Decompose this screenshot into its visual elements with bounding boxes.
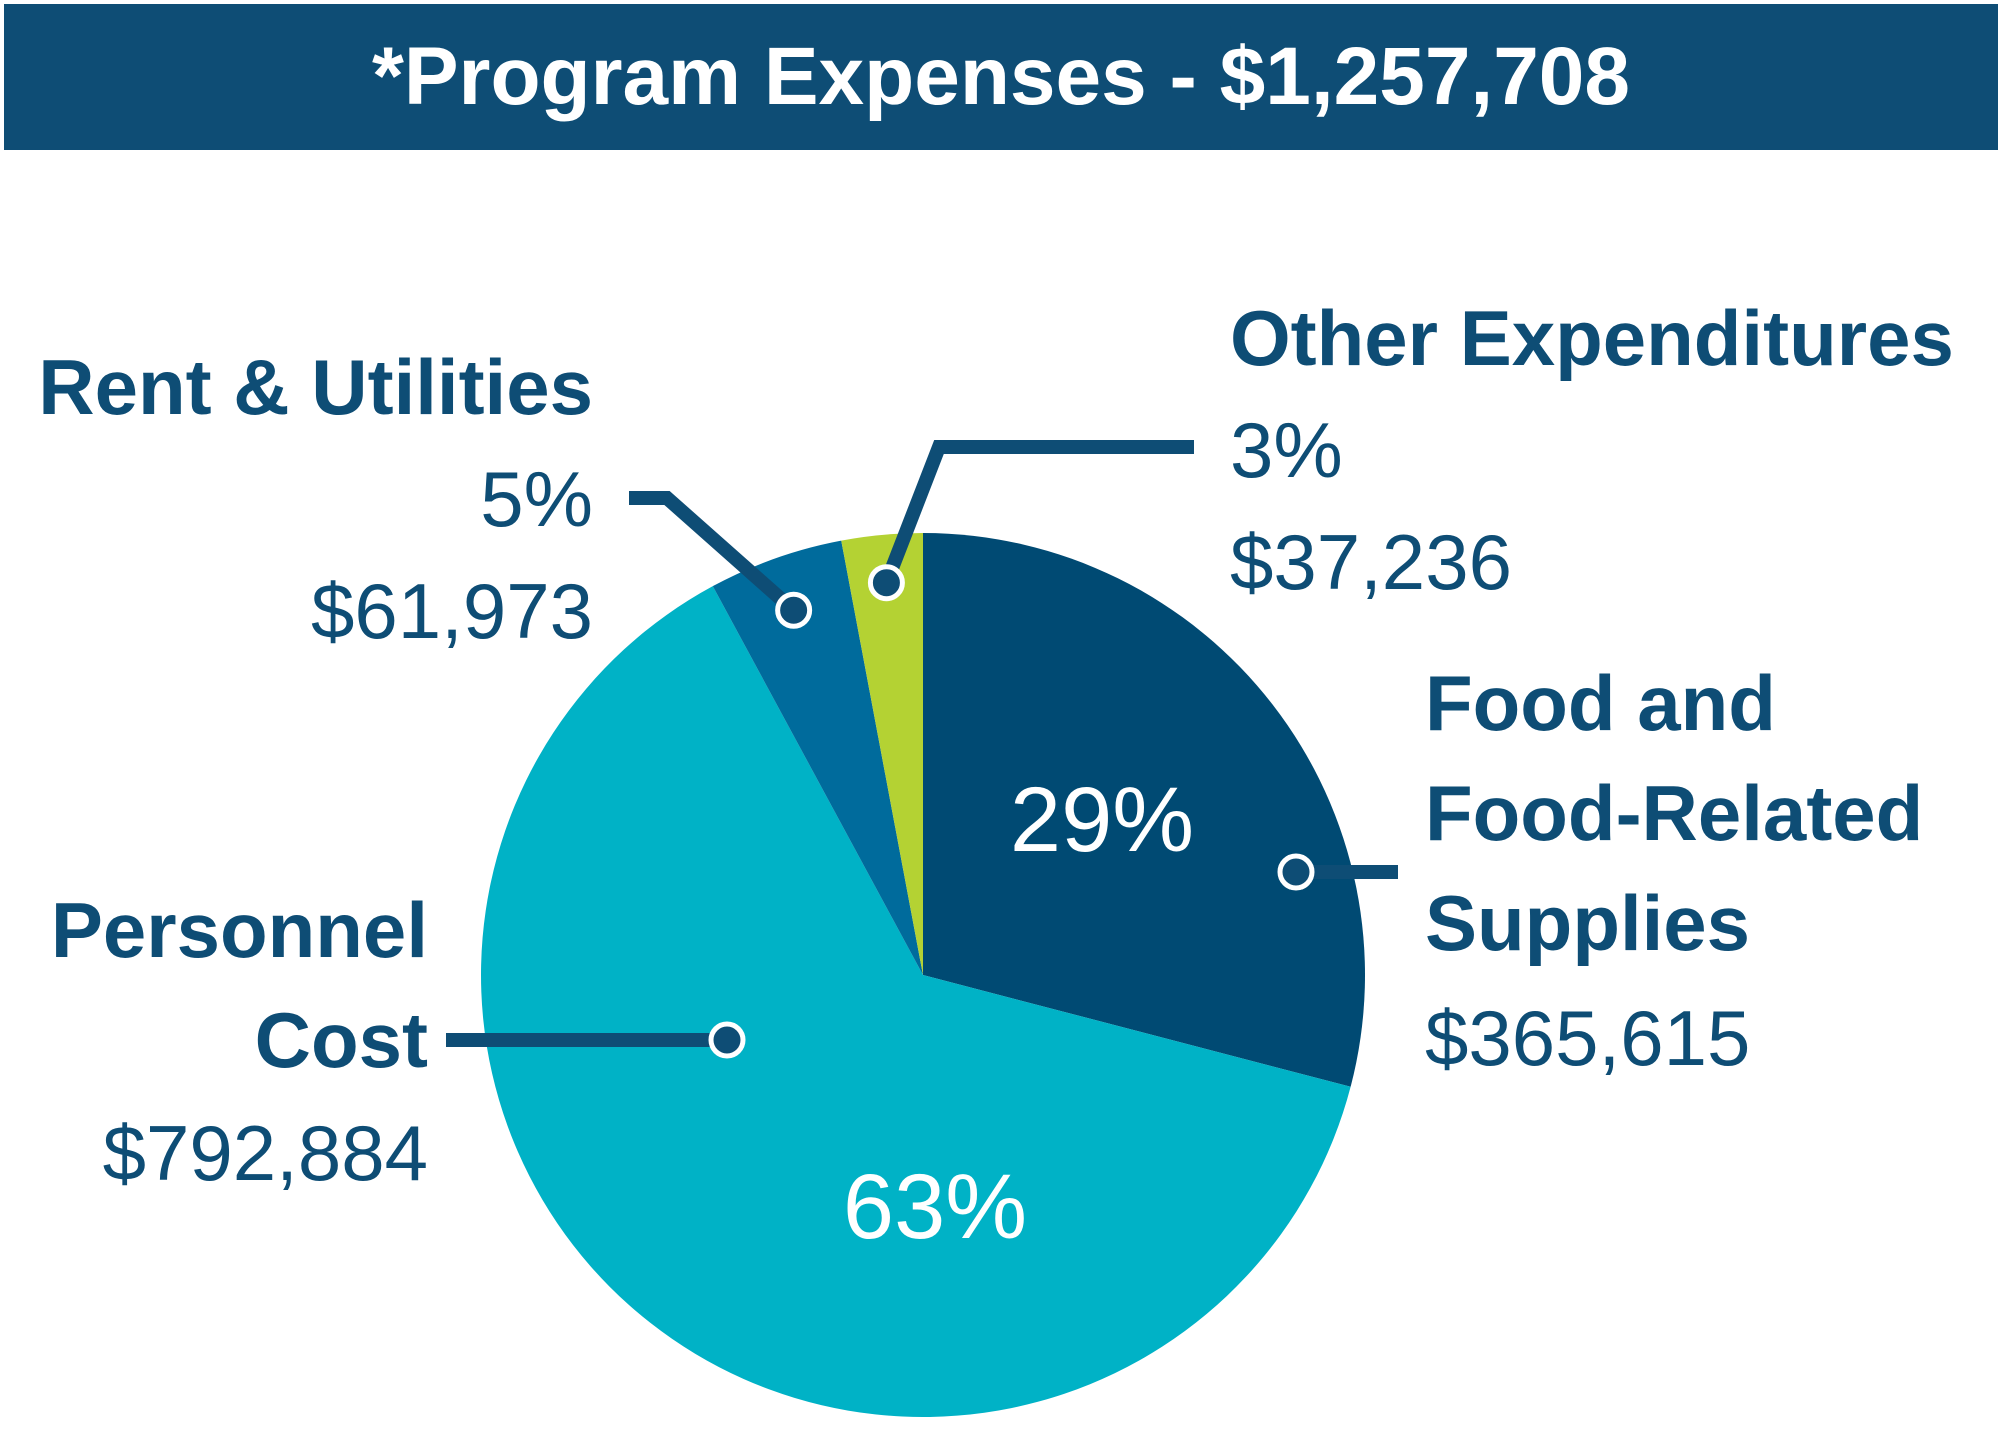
- rent-percent-label: 5%: [480, 455, 593, 543]
- food-callout: Food and Food-Related Supplies $365,615: [1425, 659, 1923, 1082]
- pie-slices: [481, 533, 1366, 1417]
- personnel-percent-label: 63%: [843, 1156, 1027, 1258]
- title-banner: [4, 4, 1998, 150]
- personnel-name-line-1: Personnel: [51, 886, 428, 974]
- leader-lines: [446, 440, 1398, 1059]
- food-leader-dot: [1277, 853, 1315, 891]
- personnel-amount-label: $792,884: [103, 1109, 428, 1197]
- food-name-line-1: Food and: [1425, 659, 1776, 747]
- other-amount-label: $37,236: [1230, 518, 1512, 606]
- personnel-callout: Personnel Cost $792,884: [51, 886, 428, 1197]
- rent-leader-line: [629, 491, 799, 616]
- slice-other: [841, 533, 923, 975]
- other-percent-label: 3%: [1230, 406, 1343, 494]
- slice-food: [923, 533, 1366, 1087]
- personnel-name-line-2: Cost: [255, 996, 428, 1084]
- food-percent-label: 29%: [1010, 769, 1194, 871]
- other-name-label: Other Expenditures: [1230, 294, 1954, 382]
- slice-personnel: [481, 586, 1351, 1417]
- food-name-line-3: Supplies: [1425, 879, 1750, 967]
- other-leader-dot: [867, 564, 905, 602]
- rent-amount-label: $61,973: [311, 567, 593, 655]
- rent-name-label: Rent & Utilities: [38, 343, 593, 431]
- chart-title: *Program Expenses - $1,257,708: [372, 31, 1630, 122]
- rent-leader-dot: [775, 591, 813, 629]
- personnel-leader-dot: [708, 1021, 746, 1059]
- slice-rent: [712, 540, 923, 975]
- other-leader-line: [879, 440, 1194, 586]
- food-name-line-2: Food-Related: [1425, 769, 1923, 857]
- food-amount-label: $365,615: [1425, 994, 1750, 1082]
- rent-callout: Rent & Utilities 5% $61,973: [38, 343, 593, 655]
- other-callout: Other Expenditures 3% $37,236: [1230, 294, 1954, 606]
